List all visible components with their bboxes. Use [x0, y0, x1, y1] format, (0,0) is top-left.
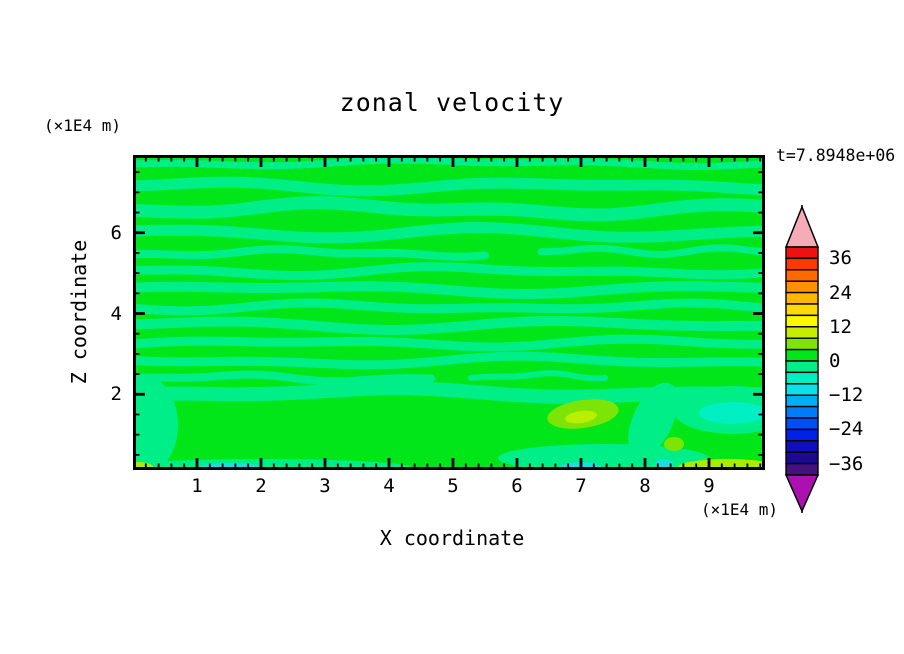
colorbar-cell [785, 337, 819, 351]
colorbar-under-arrow [784, 474, 820, 513]
colorbar-tick-label: 24 [829, 281, 852, 304]
contour-band [133, 298, 765, 316]
colorbar-cell [785, 360, 819, 374]
y-tick-label: 4 [110, 302, 122, 325]
x-tick-label: 1 [191, 475, 203, 497]
colorbar-cell [785, 371, 819, 385]
colorbar [784, 205, 820, 513]
contour-band [133, 262, 765, 280]
contour-band [133, 334, 765, 352]
contour-band [133, 370, 435, 386]
contour-plot [133, 155, 765, 470]
colorbar-cell [785, 462, 819, 476]
colorbar-cell [785, 280, 819, 294]
contour-patch [628, 382, 678, 458]
colorbar-cell [785, 291, 819, 305]
contour-band [133, 351, 765, 370]
colorbar-tick-label: 12 [829, 315, 852, 338]
contour-blob [664, 437, 684, 451]
colorbar-cell [785, 257, 819, 271]
contour-blob [699, 402, 765, 424]
colorbar-cell [785, 348, 819, 362]
colorbar-cell [785, 428, 819, 442]
contour-blob [655, 459, 673, 469]
x-axis-title: X coordinate [379, 526, 525, 550]
colorbar-cell [785, 405, 819, 419]
x-axis-unit-label: (×1E4 m) [700, 500, 778, 519]
contour-band [133, 156, 765, 170]
colorbar-cell [785, 417, 819, 431]
contour-band [133, 245, 489, 261]
x-tick-label: 2 [255, 475, 267, 497]
x-tick-label: 9 [703, 475, 715, 497]
colorbar-tick-label: 36 [829, 247, 852, 270]
colorbar-cell [785, 440, 819, 453]
x-tick-label: 5 [447, 475, 459, 497]
colorbar-tick-label: −36 [829, 452, 864, 475]
contour-band [537, 244, 765, 258]
timestamp-label: t=7.8948e+06 [776, 146, 896, 165]
x-tick-label: 3 [319, 475, 331, 497]
colorbar-over-arrow [784, 205, 820, 248]
contour-band [133, 316, 765, 335]
colorbar-cell [785, 326, 819, 339]
colorbar-cell [785, 314, 819, 328]
y-axis-unit-label: (×1E4 m) [44, 116, 122, 135]
colorbar-tick-label: −12 [829, 384, 864, 407]
contour-band [133, 222, 765, 244]
contour-band [133, 176, 765, 197]
colorbar-cell [785, 451, 819, 465]
contour-field [133, 155, 765, 470]
page-title: zonal velocity [339, 88, 565, 117]
contour-patch [133, 375, 178, 470]
contour-band [133, 281, 765, 299]
contour-band [133, 196, 765, 222]
colorbar-cell [785, 394, 819, 408]
x-tick-label: 7 [575, 475, 587, 497]
x-tick-label: 8 [639, 475, 651, 497]
x-tick-label: 6 [511, 475, 523, 497]
contour-band [468, 370, 608, 382]
colorbar-cell [785, 383, 819, 396]
contour-blob [565, 410, 597, 424]
y-tick-label: 6 [110, 221, 122, 244]
colorbar-cell [785, 269, 819, 282]
x-tick-label: 4 [383, 475, 395, 497]
plot-frame [133, 155, 765, 470]
y-tick-label: 2 [110, 383, 122, 406]
colorbar-cell [785, 303, 819, 317]
colorbar-tick-label: −24 [829, 418, 864, 441]
colorbar-tick-label: 0 [829, 350, 841, 372]
colorbar-cell [785, 246, 819, 260]
